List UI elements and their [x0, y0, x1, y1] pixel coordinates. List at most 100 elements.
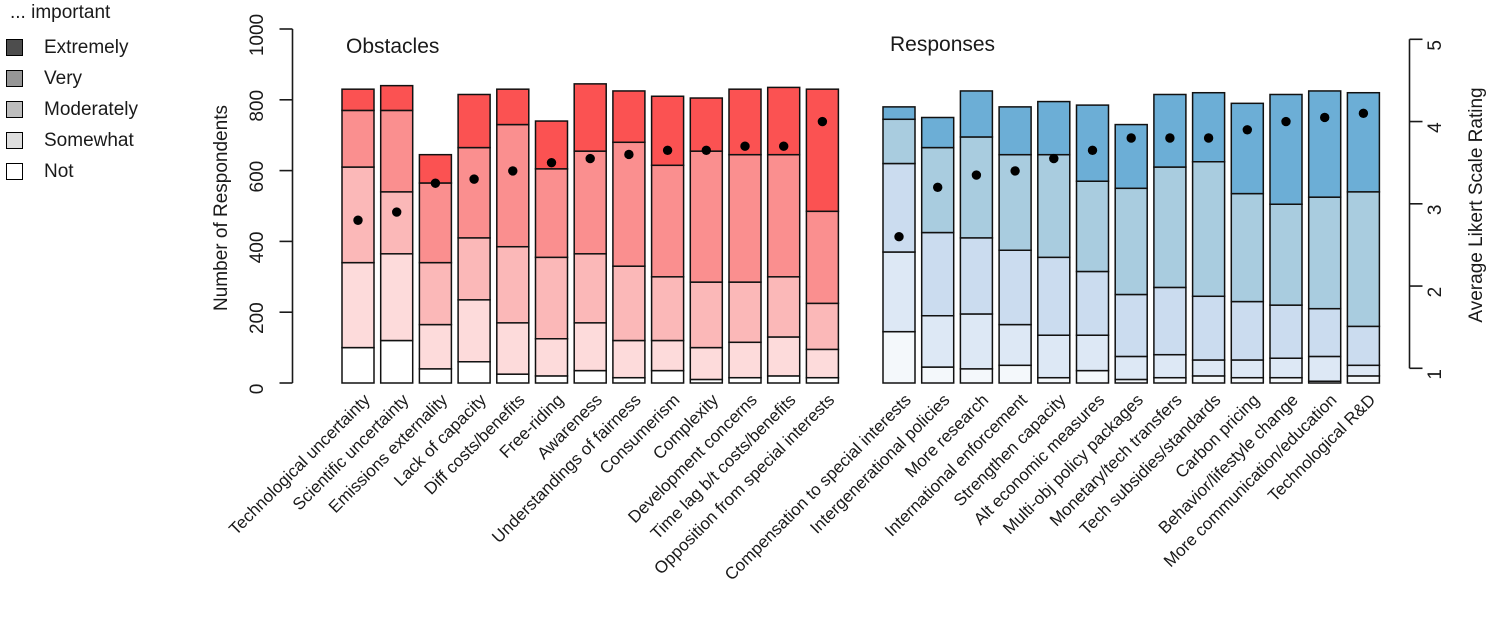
- bar-segment-moderately: [1191, 295, 1226, 361]
- bar-segment-not: [573, 369, 607, 384]
- bar-segment-not: [1037, 376, 1071, 384]
- bar-segment-moderately: [341, 166, 375, 264]
- bar-segment-somewhat: [1114, 355, 1148, 381]
- bar-segment-extremely: [457, 93, 491, 149]
- bar-segment-very: [496, 123, 530, 248]
- bar-segment-very: [1075, 180, 1110, 273]
- right-axis-tick-label: 1: [1425, 369, 1446, 380]
- bar-segment-very: [341, 109, 375, 168]
- bar-segment-not: [1153, 376, 1187, 384]
- bar-segment-very: [1346, 191, 1381, 328]
- bar-segment-somewhat: [1269, 357, 1303, 379]
- likert-dot: [740, 141, 750, 151]
- bar-segment-somewhat: [1307, 355, 1342, 382]
- bar-segment-extremely: [1346, 91, 1381, 193]
- likert-dot: [1010, 166, 1020, 176]
- bar-segment-somewhat: [1037, 334, 1071, 379]
- bar-segment-not: [728, 376, 762, 384]
- bar-segment-moderately: [1307, 307, 1342, 358]
- group-title-obstacles: Obstacles: [346, 35, 440, 58]
- bar-segment-extremely: [496, 88, 530, 126]
- legend-item-label: Moderately: [44, 98, 138, 120]
- likert-dot: [933, 182, 943, 193]
- bar-segment-moderately: [1346, 325, 1381, 367]
- bar-segment-not: [650, 369, 685, 384]
- bar-segment-moderately: [418, 261, 453, 326]
- legend-swatch-icon: [6, 70, 23, 87]
- legend-items: Extremely Very Moderately Somewhat Not: [6, 32, 138, 187]
- bar-segment-moderately: [689, 281, 724, 349]
- bar-segment-not: [1346, 375, 1381, 384]
- bar-segment-very: [1037, 153, 1071, 259]
- likert-dot: [469, 174, 479, 184]
- legend-item-not: Not: [6, 156, 138, 187]
- bar-segment-somewhat: [882, 251, 916, 333]
- bar-segment-somewhat: [573, 322, 607, 372]
- left-axis-tick-label: 800: [247, 90, 268, 122]
- bar-segment-very: [728, 153, 762, 283]
- likert-dot: [546, 157, 557, 168]
- bar-segment-moderately: [1037, 256, 1071, 336]
- legend-swatch-icon: [6, 39, 23, 56]
- bar-segment-somewhat: [998, 323, 1032, 367]
- likert-dot: [353, 215, 363, 225]
- bar-segment-somewhat: [534, 338, 569, 377]
- bar-segment-somewhat: [418, 323, 453, 370]
- legend-swatch-icon: [6, 101, 23, 118]
- bar-segment-somewhat: [1075, 334, 1110, 372]
- likert-dot: [508, 166, 518, 176]
- bar-segment-moderately: [920, 231, 955, 317]
- bar-segment-somewhat: [650, 339, 685, 372]
- likert-dot: [1320, 112, 1330, 123]
- bar-segment-not: [1191, 375, 1226, 384]
- bar-segment-somewhat: [805, 348, 840, 379]
- likert-dot: [430, 178, 441, 188]
- bar-segment-not: [341, 346, 375, 384]
- bar-segment-not: [379, 339, 414, 384]
- likert-dot: [1281, 116, 1291, 127]
- bar-segment-moderately: [766, 276, 801, 338]
- bar-segment-extremely: [534, 120, 569, 170]
- likert-dot: [1049, 153, 1059, 164]
- bar-segment-extremely: [341, 88, 375, 112]
- bar-segment-moderately: [496, 245, 530, 324]
- bar-segment-moderately: [1269, 304, 1303, 359]
- bar-segment-extremely: [998, 106, 1032, 156]
- bar-segment-moderately: [534, 256, 569, 340]
- legend-item-very: Very: [6, 63, 138, 94]
- bar-segment-very: [418, 182, 453, 264]
- legend-item-label: Not: [44, 160, 74, 182]
- likert-dot: [1126, 133, 1136, 143]
- bar-segment-not: [1269, 376, 1303, 384]
- bar-segment-somewhat: [959, 313, 994, 370]
- bar-segment-very: [959, 136, 994, 239]
- left-axis-tick-label: 200: [247, 302, 268, 334]
- bar-segment-somewhat: [1153, 353, 1187, 379]
- bar-segment-very: [573, 150, 607, 255]
- bar-segment-extremely: [573, 83, 607, 152]
- legend-item-label: Very: [44, 67, 83, 89]
- left-axis-tick-label: 0: [247, 384, 268, 395]
- bar-segment-extremely: [959, 90, 994, 138]
- right-axis-tick-label: 4: [1425, 122, 1446, 133]
- legend-item-label: Extremely: [44, 36, 129, 58]
- bar-segment-somewhat: [341, 261, 375, 349]
- bar-segment-very: [882, 118, 916, 165]
- likert-dot: [392, 207, 402, 217]
- bar-segment-extremely: [1191, 91, 1226, 163]
- bar-segment-not: [612, 376, 646, 384]
- bar-segment-moderately: [612, 265, 646, 342]
- bar-segment-somewhat: [1346, 364, 1381, 377]
- bar-segment-not: [766, 375, 801, 384]
- bar-segment-not: [805, 376, 840, 384]
- legend: ... important Extremely Very Moderately Som…: [6, 2, 138, 187]
- bar-segment-not: [457, 361, 491, 384]
- bar-segment-not: [1230, 376, 1265, 384]
- bar-segment-extremely: [689, 97, 724, 152]
- likert-dot: [894, 232, 904, 242]
- bar-segment-moderately: [1230, 300, 1265, 361]
- legend-item-extremely: Extremely: [6, 32, 138, 63]
- likert-dot: [817, 116, 828, 127]
- bar-segment-not: [534, 375, 569, 384]
